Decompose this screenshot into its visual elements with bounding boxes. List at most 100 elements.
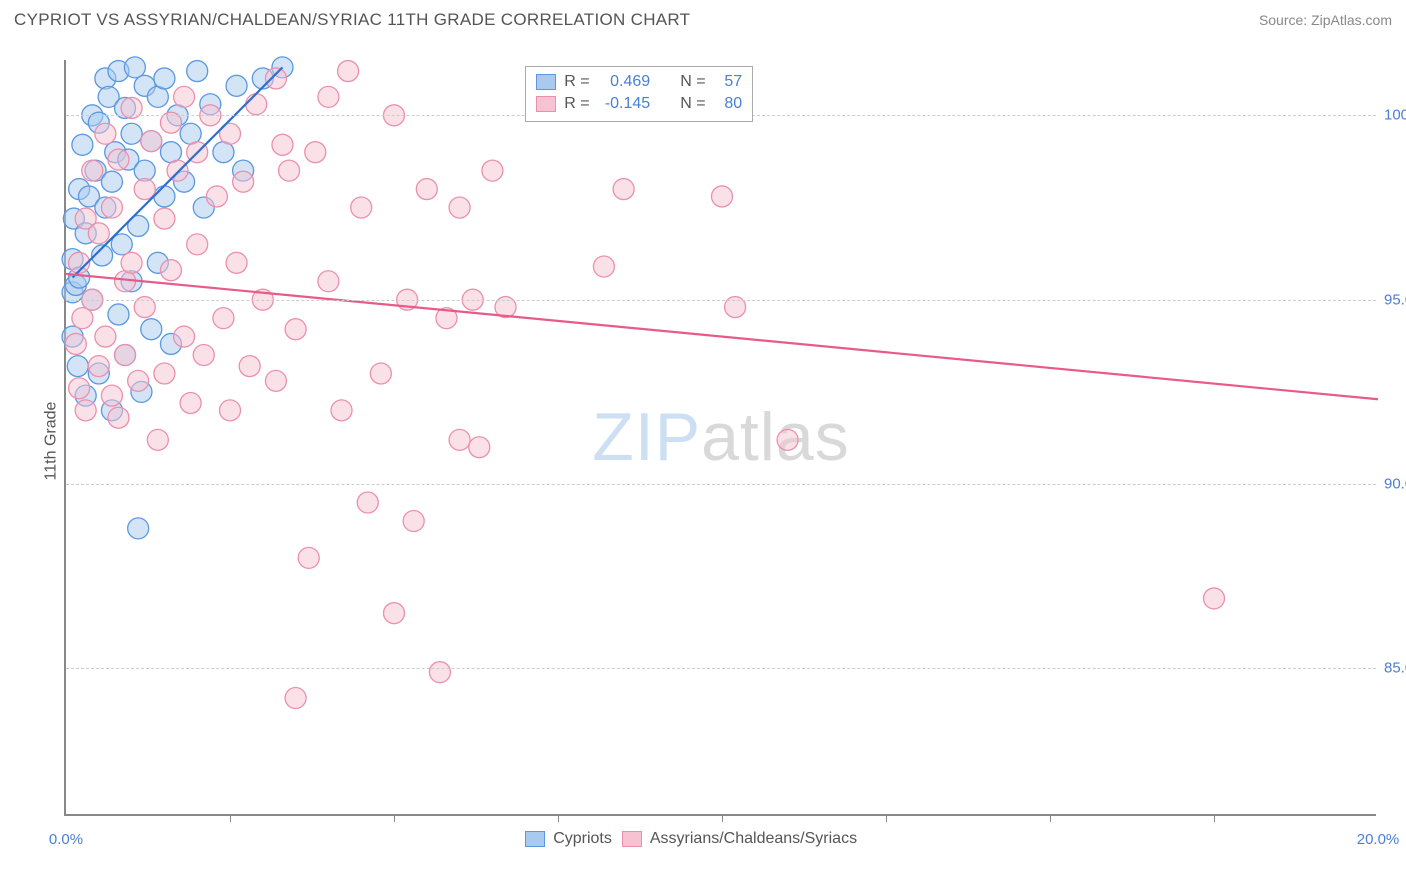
scatter-point: [469, 437, 490, 458]
scatter-point: [128, 370, 149, 391]
scatter-point: [285, 687, 306, 708]
scatter-point: [95, 123, 116, 144]
x-tick: [230, 814, 231, 822]
scatter-point: [265, 68, 286, 89]
scatter-point: [777, 429, 798, 450]
scatter-point: [226, 252, 247, 273]
legend-row: R = -0.145 N = 80: [536, 93, 742, 115]
x-tick: [558, 814, 559, 822]
scatter-point: [67, 356, 88, 377]
scatter-point: [449, 197, 470, 218]
scatter-point: [187, 61, 208, 82]
scatter-point: [482, 160, 503, 181]
r-value: -0.145: [598, 93, 650, 115]
scatter-point: [69, 378, 90, 399]
x-tick-label: 20.0%: [1357, 831, 1400, 848]
x-tick-label: 0.0%: [49, 831, 83, 848]
y-tick-label: 95.0%: [1384, 291, 1406, 308]
legend-item: Cypriots: [525, 830, 612, 848]
correlation-legend: R =0.469N =57R =-0.145N =80: [525, 66, 753, 122]
n-value: 80: [714, 93, 742, 115]
scatter-point: [370, 363, 391, 384]
scatter-point: [351, 197, 372, 218]
gridline: [66, 300, 1376, 301]
scatter-point: [101, 197, 122, 218]
y-tick-label: 90.0%: [1384, 476, 1406, 493]
scatter-point: [226, 75, 247, 96]
scatter-point: [65, 333, 86, 354]
legend-swatch: [525, 831, 545, 847]
scatter-point: [318, 86, 339, 107]
scatter-point: [115, 345, 136, 366]
scatter-point: [187, 234, 208, 255]
chart-header: CYPRIOT VS ASSYRIAN/CHALDEAN/SYRIAC 11TH…: [0, 0, 1406, 36]
scatter-point: [593, 256, 614, 277]
plot-area: ZIPatlas 85.0%90.0%95.0%100.0%0.0%20.0%R…: [64, 60, 1376, 816]
y-tick-label: 85.0%: [1384, 660, 1406, 677]
chart-container: 11th Grade ZIPatlas 85.0%90.0%95.0%100.0…: [50, 46, 1390, 836]
scatter-point: [147, 429, 168, 450]
scatter-point: [265, 370, 286, 391]
scatter-point: [246, 94, 267, 115]
legend-swatch: [536, 74, 556, 90]
x-tick: [886, 814, 887, 822]
scatter-point: [72, 134, 93, 155]
scatter-point: [141, 319, 162, 340]
scatter-point: [128, 518, 149, 539]
scatter-point: [75, 400, 96, 421]
legend-swatch: [536, 96, 556, 112]
scatter-point: [154, 208, 175, 229]
scatter-point: [206, 186, 227, 207]
scatter-point: [101, 171, 122, 192]
series-legend: Cypriots Assyrians/Chaldeans/Syriacs: [525, 830, 857, 848]
regression-line: [66, 274, 1378, 399]
scatter-point: [167, 160, 188, 181]
x-tick: [394, 814, 395, 822]
scatter-point: [154, 363, 175, 384]
scatter-point: [141, 131, 162, 152]
scatter-point: [357, 492, 378, 513]
scatter-point: [124, 57, 145, 78]
scatter-point: [154, 68, 175, 89]
scatter-point: [72, 308, 93, 329]
scatter-point: [298, 547, 319, 568]
plot-svg: [66, 60, 1376, 814]
n-label: N =: [680, 93, 706, 115]
scatter-point: [82, 160, 103, 181]
r-label: R =: [564, 93, 590, 115]
scatter-point: [121, 123, 142, 144]
scatter-point: [449, 429, 470, 450]
r-label: R =: [564, 71, 590, 93]
legend-label: Cypriots: [553, 830, 612, 848]
scatter-point: [174, 326, 195, 347]
x-tick: [1050, 814, 1051, 822]
scatter-point: [220, 400, 241, 421]
scatter-point: [174, 86, 195, 107]
scatter-point: [712, 186, 733, 207]
scatter-point: [108, 149, 129, 170]
scatter-point: [193, 345, 214, 366]
scatter-point: [88, 223, 109, 244]
scatter-point: [272, 134, 293, 155]
scatter-point: [108, 407, 129, 428]
scatter-point: [416, 179, 437, 200]
y-axis-label: 11th Grade: [42, 402, 60, 481]
scatter-point: [613, 179, 634, 200]
scatter-point: [121, 252, 142, 273]
legend-label: Assyrians/Chaldeans/Syriacs: [650, 830, 857, 848]
n-label: N =: [680, 71, 706, 93]
scatter-point: [101, 385, 122, 406]
scatter-point: [108, 304, 129, 325]
scatter-point: [384, 603, 405, 624]
scatter-point: [338, 61, 359, 82]
scatter-point: [160, 260, 181, 281]
scatter-point: [233, 171, 254, 192]
legend-swatch: [622, 831, 642, 847]
scatter-point: [429, 662, 450, 683]
scatter-point: [318, 271, 339, 292]
r-value: 0.469: [598, 71, 650, 93]
scatter-point: [95, 326, 116, 347]
x-tick: [722, 814, 723, 822]
scatter-point: [1204, 588, 1225, 609]
scatter-point: [88, 356, 109, 377]
